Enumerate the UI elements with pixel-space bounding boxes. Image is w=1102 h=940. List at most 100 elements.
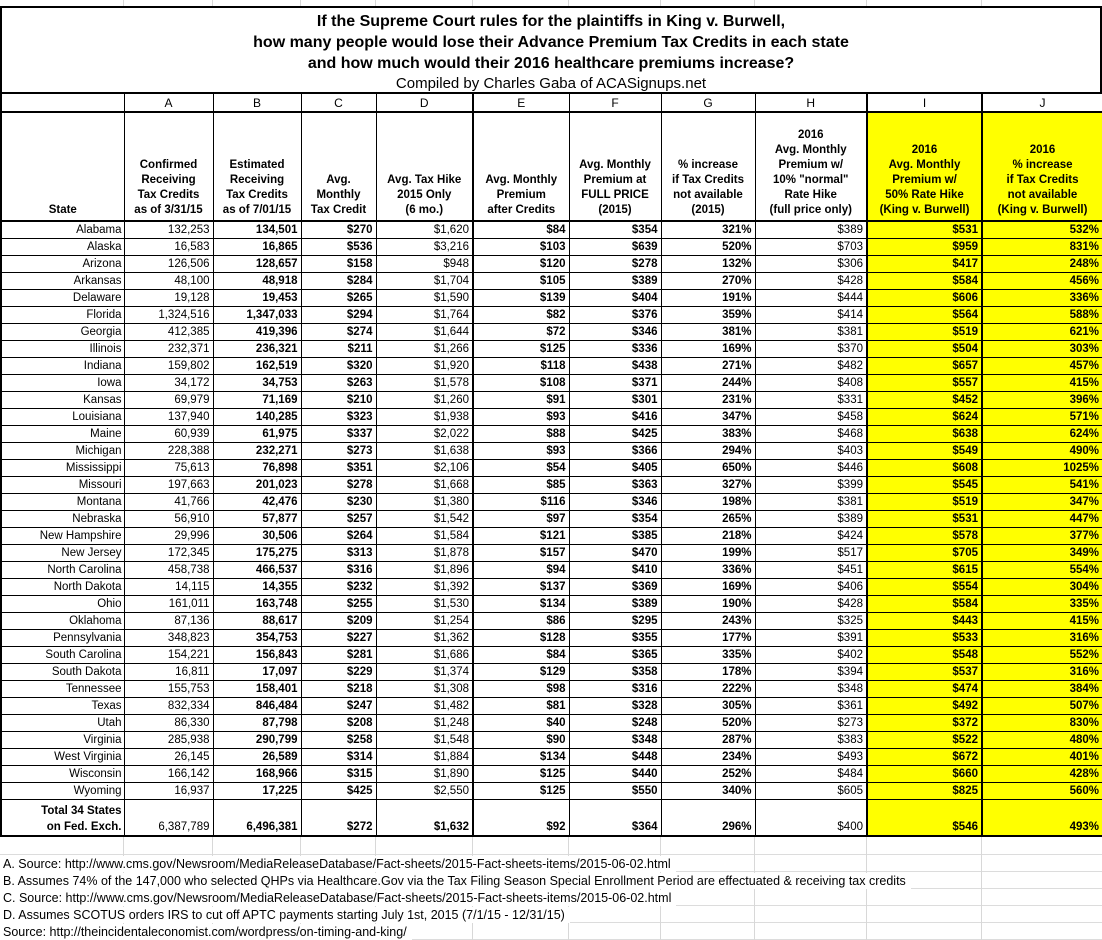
state-cell: Wisconsin <box>0 765 125 783</box>
cell-col-a: 16,937 <box>123 782 214 800</box>
cell-col-c: $232 <box>300 578 377 596</box>
cell-col-j: 396% <box>981 391 1102 409</box>
cell-col-j: 490% <box>981 442 1102 460</box>
cell-col-i: $825 <box>866 782 983 800</box>
state-cell: Nebraska <box>0 510 125 528</box>
cell-col-c: $351 <box>300 459 377 477</box>
empty-grid-row <box>0 837 1102 855</box>
cell-col-f: $369 <box>568 578 662 596</box>
cell-col-a: 172,345 <box>123 544 214 562</box>
cell-col-g: 169% <box>660 578 756 596</box>
cell-col-e: $129 <box>472 663 570 681</box>
cell-col-c: $315 <box>300 765 377 783</box>
cell-col-e: $84 <box>472 220 570 239</box>
footnote-a: A. Source: http://www.cms.gov/Newsroom/M… <box>0 856 676 872</box>
cell-col-e: $139 <box>472 289 570 307</box>
cell-col-b: 419,396 <box>212 323 302 341</box>
state-cell: Georgia <box>0 323 125 341</box>
cell-col-h: $273 <box>754 714 868 732</box>
cell-col-g: 132% <box>660 255 756 273</box>
cell-col-g: 287% <box>660 731 756 749</box>
table-row: Montana 41,766 42,476 $230 $1,380 $116 $346 198… <box>0 493 1102 511</box>
cell-col-i: $660 <box>866 765 983 783</box>
column-header-row: State Confirmed Receiving Tax Credits as… <box>0 111 1102 222</box>
table-row: Delaware 19,128 19,453 $265 $1,590 $139 $404 19… <box>0 289 1102 307</box>
cell-col-i: $452 <box>866 391 983 409</box>
cell-col-h: $383 <box>754 731 868 749</box>
state-cell: Alaska <box>0 238 125 256</box>
cell-col-g: 520% <box>660 238 756 256</box>
cell-col-b: 48,918 <box>212 272 302 290</box>
cell-col-c: $337 <box>300 425 377 443</box>
table-row: Maine 60,939 61,975 $337 $2,022 $88 $425 383% $4… <box>0 425 1102 443</box>
cell-col-g: 218% <box>660 527 756 545</box>
cell-col-a: 137,940 <box>123 408 214 426</box>
column-header-g: % increase if Tax Credits not available … <box>660 111 756 222</box>
cell-col-h: $605 <box>754 782 868 800</box>
footnote-source: Source: http://theincidentaleconomist.co… <box>0 924 412 940</box>
cell-col-a: 154,221 <box>123 646 214 664</box>
cell-col-i: $519 <box>866 493 983 511</box>
cell-col-d: $1,644 <box>375 323 474 341</box>
state-cell: Florida <box>0 306 125 324</box>
cell-col-h: $446 <box>754 459 868 477</box>
cell-col-h: $402 <box>754 646 868 664</box>
cell-col-j: 457% <box>981 357 1102 375</box>
title-line-2: how many people would lose their Advance… <box>253 34 849 51</box>
cell-col-h: $406 <box>754 578 868 596</box>
cell-col-d: $1,668 <box>375 476 474 494</box>
cell-col-d: $1,896 <box>375 561 474 579</box>
cell-col-g: 231% <box>660 391 756 409</box>
cell-col-b: 354,753 <box>212 629 302 647</box>
cell-col-a: 832,334 <box>123 697 214 715</box>
cell-col-e: $84 <box>472 646 570 664</box>
cell-col-g: 191% <box>660 289 756 307</box>
cell-col-f: $301 <box>568 391 662 409</box>
cell-col-e: $105 <box>472 272 570 290</box>
cell-col-d: $2,106 <box>375 459 474 477</box>
cell-col-g: 383% <box>660 425 756 443</box>
cell-col-a: 19,128 <box>123 289 214 307</box>
cell-col-i: $537 <box>866 663 983 681</box>
cell-col-g: 359% <box>660 306 756 324</box>
table-row: Illinois 232,371 236,321 $211 $1,266 $125 $336… <box>0 340 1102 358</box>
grid-line <box>981 0 982 6</box>
cell-col-f: $425 <box>568 425 662 443</box>
cell-col-a: 228,388 <box>123 442 214 460</box>
cell-col-c: $257 <box>300 510 377 528</box>
cell-col-h: $403 <box>754 442 868 460</box>
cell-col-a: 6,387,789 <box>123 799 214 837</box>
column-header-f: Avg. Monthly Premium at FULL PRICE (2015… <box>568 111 662 222</box>
cell-col-j: 552% <box>981 646 1102 664</box>
cell-col-h: $331 <box>754 391 868 409</box>
cell-col-a: 56,910 <box>123 510 214 528</box>
cell-col-a: 48,100 <box>123 272 214 290</box>
cell-col-e: $88 <box>472 425 570 443</box>
state-cell: Tennessee <box>0 680 125 698</box>
table-row: Arizona 126,506 128,657 $158 $948 $120 $278 132… <box>0 255 1102 273</box>
cell-col-f: $371 <box>568 374 662 392</box>
cell-col-a: 87,136 <box>123 612 214 630</box>
cell-col-c: $209 <box>300 612 377 630</box>
cell-col-g: 321% <box>660 220 756 239</box>
cell-col-f: $328 <box>568 697 662 715</box>
cell-col-d: $1,308 <box>375 680 474 698</box>
cell-col-b: 134,501 <box>212 220 302 239</box>
aptc-table: A B C D E F G H I J State Confirmed Rece… <box>0 92 1102 837</box>
cell-col-j: 480% <box>981 731 1102 749</box>
cell-col-h: $493 <box>754 748 868 766</box>
table-row: Oklahoma 87,136 88,617 $209 $1,254 $86 $295 243… <box>0 612 1102 630</box>
cell-col-a: 348,823 <box>123 629 214 647</box>
cell-col-e: $82 <box>472 306 570 324</box>
table-row: Iowa 34,172 34,753 $263 $1,578 $108 $371 244% $4… <box>0 374 1102 392</box>
cell-col-c: $229 <box>300 663 377 681</box>
cell-col-e: $90 <box>472 731 570 749</box>
cell-col-f: $416 <box>568 408 662 426</box>
cell-col-i: $608 <box>866 459 983 477</box>
cell-col-c: $281 <box>300 646 377 664</box>
cell-col-g: 252% <box>660 765 756 783</box>
state-cell: Arkansas <box>0 272 125 290</box>
cell-col-d: $1,542 <box>375 510 474 528</box>
cell-col-f: $354 <box>568 510 662 528</box>
cell-col-b: 6,496,381 <box>212 799 302 837</box>
